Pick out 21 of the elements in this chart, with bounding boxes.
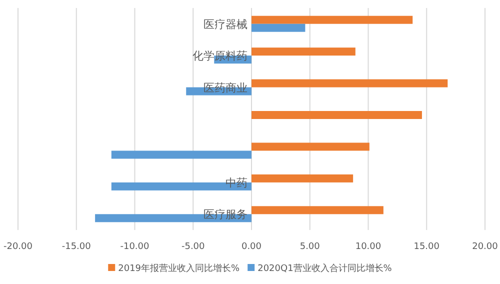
x-tick-label: -5.00 xyxy=(181,242,206,252)
x-tick-label: 5.00 xyxy=(300,242,320,252)
x-tick-label: 15.00 xyxy=(414,242,440,252)
bar xyxy=(252,206,384,214)
x-tick-label: 20.00 xyxy=(472,242,498,252)
bar xyxy=(252,142,370,151)
bar xyxy=(252,24,306,32)
x-tick-label: 10.00 xyxy=(355,242,382,252)
bar xyxy=(252,16,413,24)
bar xyxy=(252,79,448,88)
x-tick-label: -15.00 xyxy=(62,242,92,252)
legend-label: 2020Q1营业收入合计同比增长% xyxy=(258,263,392,274)
legend-label: 2019年报营业收入同比增长% xyxy=(118,263,240,274)
bar xyxy=(252,174,354,182)
bar xyxy=(252,48,356,56)
y-tick-label: 医疗器械 xyxy=(204,18,248,31)
bar xyxy=(111,150,252,159)
x-tick-label: -20.00 xyxy=(3,242,33,252)
bar xyxy=(252,111,422,119)
x-tick-label: -10.00 xyxy=(120,242,150,252)
x-tick-label: 0.00 xyxy=(241,242,262,252)
